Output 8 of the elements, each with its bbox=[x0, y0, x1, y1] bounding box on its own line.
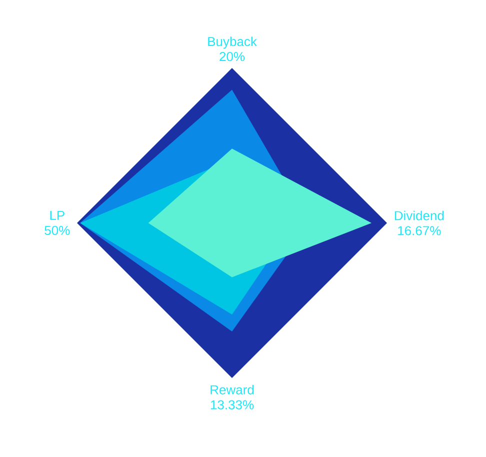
text: 13.33% bbox=[210, 400, 254, 410]
text: 16.67% bbox=[398, 226, 441, 236]
spoke-label: LP bbox=[50, 210, 64, 220]
text: 20% bbox=[220, 52, 245, 62]
text: 50% bbox=[44, 226, 70, 236]
spoke-label: Reward bbox=[210, 384, 254, 394]
spoke-label: Dividend bbox=[394, 210, 444, 220]
spoke-label: Buyback bbox=[208, 36, 257, 49]
